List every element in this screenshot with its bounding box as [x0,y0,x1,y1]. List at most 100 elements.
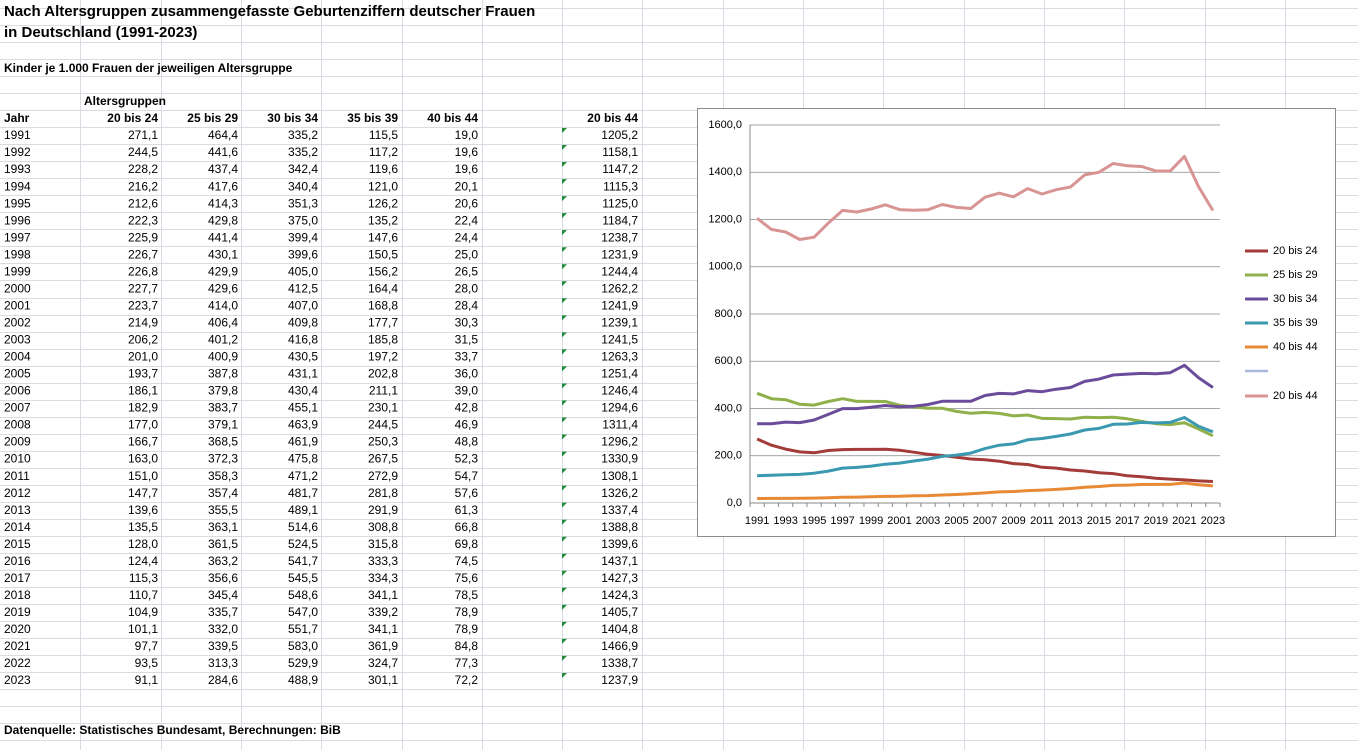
cell-value: 66,8 [455,520,479,534]
cell-year: 2023 [4,673,31,687]
cell-value: 30,3 [455,316,479,330]
cell-value: 57,6 [455,486,479,500]
cell-value: 128,0 [128,537,158,551]
y-tick-label: 1200,0 [708,213,742,225]
cell-value: 147,6 [368,230,398,244]
cell-value: 36,0 [455,367,479,381]
cell-value: 19,6 [455,145,479,159]
cell-value: 126,2 [368,196,398,210]
cell-value: 361,9 [368,639,398,653]
cell-year: 2021 [4,639,31,653]
cell-value: 547,0 [288,605,318,619]
cell-value: 197,2 [368,350,398,364]
series-line [757,363,1214,426]
x-tick-label: 2001 [887,515,911,527]
y-tick-label: 1600,0 [708,119,742,131]
y-tick-label: 800,0 [714,308,742,320]
cell-value: 1437,1 [601,554,638,568]
cell-value: 514,6 [288,520,318,534]
x-tick-label: 2013 [1058,515,1082,527]
cell-year: 2018 [4,588,31,602]
cell-value: 1337,4 [601,503,638,517]
cell-value: 399,6 [288,247,318,261]
cell-value: 1241,9 [601,298,638,312]
cell-value: 244,5 [368,418,398,432]
cell-value: 281,8 [368,486,398,500]
cell-year: 1995 [4,196,31,210]
cell-value: 139,6 [128,503,158,517]
cell-value: 301,1 [368,673,398,687]
cell-value: 284,6 [208,673,238,687]
cell-year: 1993 [4,162,31,176]
cell-value: 1330,9 [601,452,638,466]
cell-value: 414,3 [208,196,238,210]
cell-value: 202,8 [368,367,398,381]
series-line [756,391,1214,438]
cell-year: 1999 [4,264,31,278]
series-line [757,481,1214,500]
cell-year: 2014 [4,520,31,534]
cell-value: 74,5 [455,554,479,568]
cell-value: 28,4 [455,298,479,312]
column-header: Jahr [4,111,30,125]
column-header: 40 bis 44 [427,111,478,125]
cell-value: 548,6 [288,588,318,602]
cell-value: 163,0 [128,452,158,466]
text-indicator [562,672,567,678]
cell-year: 2022 [4,656,31,670]
cell-year: 2010 [4,452,31,466]
cell-value: 429,6 [208,281,238,295]
cell-value: 25,0 [455,247,479,261]
cell-value: 363,1 [208,520,238,534]
cell-value: 135,2 [368,213,398,227]
cell-value: 1466,9 [601,639,638,653]
cell-value: 545,5 [288,571,318,585]
cell-value: 69,8 [455,537,479,551]
cell-value: 117,2 [369,145,398,159]
cell-value: 1399,6 [601,537,638,551]
cell-value: 541,7 [288,554,318,568]
cell-value: 26,5 [455,264,479,278]
cell-value: 185,8 [368,333,398,347]
cell-value: 1311,4 [602,418,638,432]
cell-value: 464,4 [208,128,238,142]
cell-value: 375,0 [288,213,318,227]
cell-value: 361,5 [208,537,238,551]
text-indicator [562,434,567,440]
cell-year: 2012 [4,486,31,500]
cell-value: 1262,2 [601,281,638,295]
x-tick-label: 1995 [802,515,826,527]
cell-value: 115,5 [369,128,398,142]
cell-value: 244,5 [128,145,158,159]
cell-value: 351,3 [288,196,318,210]
cell-value: 357,4 [208,486,238,500]
cell-value: 186,1 [128,384,158,398]
cell-value: 54,7 [455,469,479,483]
text-indicator [562,587,567,593]
cell-year: 2016 [4,554,31,568]
cell-value: 1125,0 [602,196,638,210]
cell-value: 267,5 [368,452,398,466]
cell-value: 75,6 [455,571,479,585]
legend-label: 30 bis 34 [1273,293,1318,305]
cell-value: 339,5 [208,639,238,653]
text-indicator [562,315,567,321]
cell-value: 339,2 [368,605,398,619]
cell-value: 206,2 [128,333,158,347]
cell-value: 407,0 [288,298,318,312]
series-line [756,154,1215,241]
cell-value: 383,7 [208,401,238,415]
cell-value: 291,9 [368,503,398,517]
text-indicator [562,519,567,525]
cell-value: 315,8 [368,537,398,551]
cell-year: 1997 [4,230,31,244]
cell-value: 583,0 [288,639,318,653]
cell-year: 2001 [4,298,31,312]
cell-value: 437,4 [208,162,238,176]
cell-value: 225,9 [128,230,158,244]
cell-value: 78,9 [455,622,479,636]
legend-label: 35 bis 39 [1273,317,1318,329]
cell-value: 412,5 [288,281,318,295]
cell-value: 24,4 [455,230,479,244]
cell-value: 335,2 [288,145,318,159]
